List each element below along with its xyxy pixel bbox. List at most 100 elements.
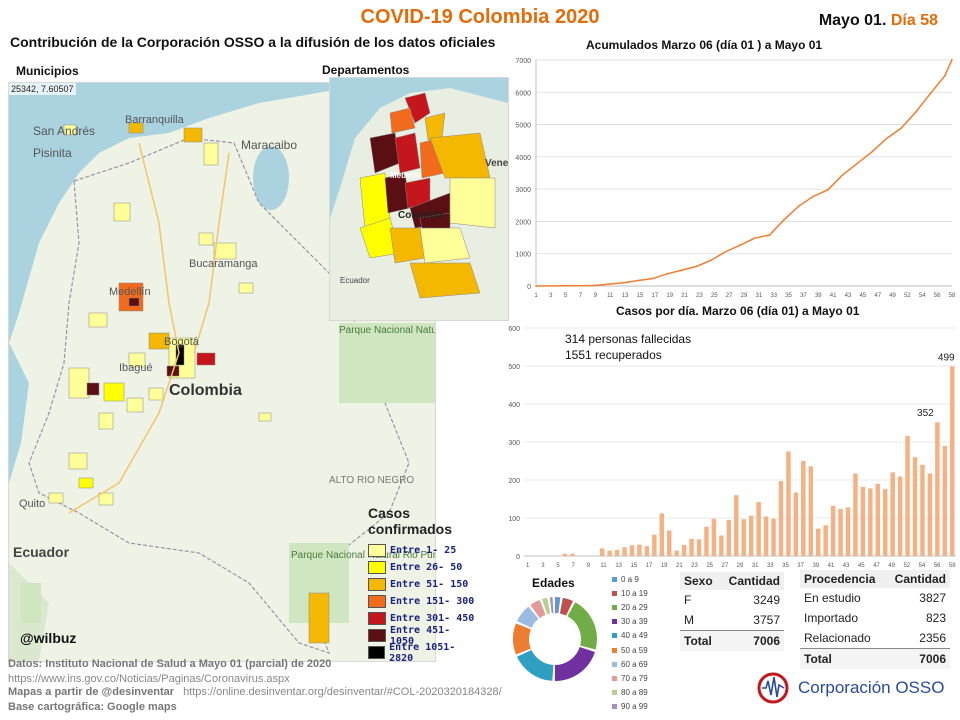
bar [838,508,843,556]
table-row: F 3249 [680,590,784,610]
legend-item: Entre 151- 300 [368,594,480,609]
bar [667,530,672,556]
bar [622,547,627,556]
data-point [681,269,683,271]
y-tick-label: 6000 [515,90,531,97]
place-quito: Quito [19,498,45,510]
y-tick-label: 400 [508,402,520,409]
sexo-total-label: Total [680,630,720,651]
credit-wilbuz: @wilbuz [20,630,77,646]
x-tick-label: 15 [637,293,644,299]
bar [599,548,605,556]
bar [935,422,940,556]
bar [711,518,717,556]
x-tick-label: 39 [815,293,822,299]
x-tick-label: 1 [534,293,538,299]
footer-datos-text: Datos: Instituto Nacional de Salud a May… [8,658,332,670]
x-tick-label: 23 [691,563,698,569]
age-legend-item: 30 a 39 [612,615,672,629]
x-tick-label: 25 [706,563,713,569]
age-legend-swatch [612,619,617,625]
bar [875,483,881,556]
bar [890,472,895,556]
x-tick-label: 56 [934,563,941,569]
data-label: 499 [938,352,955,363]
bar [689,538,694,556]
y-tick-label: 7000 [515,58,531,65]
x-tick-label: 25 [711,293,718,299]
y-tick-label: 600 [508,326,520,333]
bar [912,457,918,556]
x-tick-label: 27 [726,293,733,299]
age-legend-label: 40 a 49 [621,631,648,641]
age-legend-item: 80 a 89 [612,686,672,700]
table-row: En estudio 3827 [800,588,950,608]
data-point [578,284,581,287]
footer-base: Base cartográfica: Google maps [8,701,177,713]
legend-item: Entre 1051- 2820 [368,642,480,664]
legend-item: Entre 301- 450 [368,611,480,626]
x-tick-label: 7 [579,293,583,299]
osso-logo: Corporación OSSO [756,670,956,706]
x-tick-label: 11 [607,293,614,299]
data-point [914,111,917,114]
age-legend-swatch [612,633,617,639]
departamentos-label: Departamentos [322,63,410,77]
line-chart-title: Acumulados Marzo 06 (día 01 ) a Mayo 01 [586,38,823,52]
municipios-map[interactable]: San Andrés Pisinita Barranquilla Maracai… [8,82,436,662]
place-colombia: Colombia [169,382,242,399]
x-tick-label: 31 [752,563,759,569]
bar [704,526,709,556]
data-point [783,218,785,221]
x-tick-label: 52 [903,563,910,569]
data-point [900,127,902,130]
proc-header-0: Procedencia [800,570,886,588]
age-legend-swatch [612,661,617,667]
y-tick-label: 0 [527,284,531,291]
x-tick-label: 45 [858,563,865,569]
page-title: COVID-19 Colombia 2020 [360,6,600,28]
x-tick-label: 54 [919,563,926,569]
bar [607,550,612,556]
bar [756,502,761,556]
x-tick-label: 21 [676,563,683,569]
osso-logo-text: Corporación OSSO [798,678,945,697]
place-tuparro: Parque Nacional Natural El Tuparro [339,325,435,336]
table-row: Importado 823 [800,608,950,628]
x-tick-label: 52 [904,293,911,299]
x-tick-label: 41 [828,563,835,569]
report-date: Mayo 01. Día 58 [819,12,938,30]
bar [570,553,575,556]
x-tick-label: 31 [756,293,763,299]
bar [681,544,687,556]
age-legend-item: 90 a 99 [612,700,672,714]
age-legend-label: 80 a 89 [621,688,648,698]
x-tick-label: 47 [874,293,881,299]
age-legend-swatch [612,604,617,610]
footer-mapas-url[interactable]: https://online.desinventar.org/desinvent… [183,686,502,698]
data-point [710,259,712,262]
legend-swatch [368,544,386,557]
x-tick-label: 54 [919,293,926,299]
legend-swatch [368,595,386,608]
place-alto-rio-negro: ALTO RIO NEGRO [329,475,414,486]
proc-cell: 2356 [919,631,946,645]
age-legend-item: 50 a 59 [612,643,672,657]
y-tick-label: 200 [508,478,520,485]
sexo-cell: F [684,593,692,607]
bar [659,513,665,556]
procedencia-table: Procedencia Cantidad En estudio 3827 Imp… [800,570,950,669]
departamentos-map-svg: Medellín Colombia Vene Ecuador [330,78,508,320]
x-tick-label: 33 [767,563,774,569]
data-point [812,195,815,198]
legend-item: Entre 26- 50 [368,560,480,575]
departamentos-map[interactable]: Medellín Colombia Vene Ecuador [329,77,509,321]
age-legend-item: 40 a 49 [612,629,672,643]
bar [883,489,888,556]
data-point [564,285,566,287]
footer-datos-url[interactable]: https://www.ins.gov.co/Noticias/Paginas/… [8,673,290,685]
x-tick-label: 43 [843,563,850,569]
bar [808,466,813,556]
donut-slice [516,606,539,628]
